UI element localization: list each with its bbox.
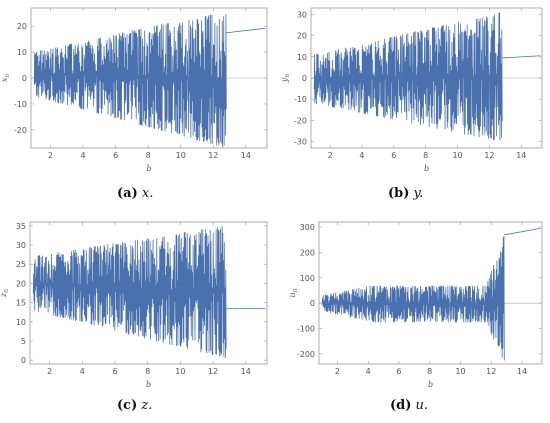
y-tick-label: -20 (294, 116, 307, 125)
x-tick-label: 4 (81, 151, 86, 160)
plot-frame (318, 221, 543, 365)
y-tick-label: 35 (16, 222, 26, 231)
y-tick-label: 5 (21, 337, 26, 346)
chart-y: 2 4 6 8 10 12 14 -30 -20 -10 0 10 20 30 b yn (280, 7, 543, 173)
chart-u: 2 4 6 8 10 12 14 -200 -100 0 100 200 300 b un (288, 221, 543, 389)
caption-a: (a) x. (117, 186, 153, 201)
series-chaotic (321, 235, 505, 361)
y-tick-label: 0 (22, 74, 27, 83)
y-tick-label: 30 (16, 241, 26, 250)
x-tick-label: 4 (80, 367, 85, 376)
y-tick-label: -30 (294, 138, 307, 147)
series-chaotic (313, 12, 503, 141)
y-tick-label: -200 (297, 350, 315, 359)
series-tail (502, 55, 541, 59)
y-tick-label: -20 (14, 126, 27, 135)
x-tick-label: 12 (486, 367, 496, 376)
x-tick-label: 10 (176, 151, 186, 160)
y-tick-label: 0 (302, 74, 307, 83)
x-tick-label: 12 (208, 367, 218, 376)
x-tick-label: 10 (455, 367, 465, 376)
y-tick-label: 10 (17, 48, 27, 57)
y-tick-label: 30 (297, 10, 307, 19)
y-axis-label-main: x (0, 77, 9, 82)
y-axis-label-main: z (0, 292, 8, 298)
y-tick-label: 20 (297, 32, 307, 41)
x-tick-label: 10 (452, 151, 462, 160)
x-tick-label: 14 (241, 151, 251, 160)
x-tick-label: 12 (208, 151, 218, 160)
y-tick-label: 20 (16, 279, 26, 288)
y-tick-label: 0 (310, 299, 315, 308)
x-tick-label: 4 (359, 151, 364, 160)
x-tick-label: 6 (391, 151, 396, 160)
y-tick-label: 300 (300, 223, 315, 232)
x-tick-label: 2 (335, 367, 340, 376)
y-axis-label: un (288, 288, 299, 297)
y-axis-label-sub: n (4, 74, 11, 78)
x-axis-label: b (146, 380, 151, 389)
y-axis-label-main: u (288, 292, 297, 297)
series-chaotic (33, 13, 227, 148)
x-tick-label: 8 (146, 151, 151, 160)
caption-variable: u. (415, 398, 429, 413)
x-tick-label: 4 (366, 367, 371, 376)
caption-letter: (b) (388, 186, 410, 201)
caption-d: (d) u. (390, 398, 428, 413)
caption-variable: y. (413, 186, 424, 201)
x-tick-label: 14 (516, 151, 526, 160)
chart-z: 2 4 6 8 10 12 14 0 5 10 15 20 25 30 35 b zn (0, 221, 268, 389)
y-tick-label: 25 (16, 260, 26, 269)
x-tick-label: 2 (48, 151, 53, 160)
y-axis-label-sub: n (3, 289, 10, 293)
x-tick-label: 8 (145, 367, 150, 376)
y-tick-label: 200 (300, 248, 315, 257)
x-tick-label: 8 (423, 151, 428, 160)
x-tick-label: 14 (241, 367, 251, 376)
y-axis-label-sub: n (292, 288, 299, 292)
caption-variable: z. (141, 398, 153, 413)
x-tick-label: 2 (47, 367, 52, 376)
y-axis-label: xn (0, 74, 11, 83)
caption-c: (c) z. (117, 398, 152, 413)
y-tick-label: 10 (16, 318, 26, 327)
x-tick-label: 8 (427, 367, 432, 376)
chart-x: 2 4 6 8 10 12 14 -20 -10 0 10 20 b xn (0, 7, 268, 173)
x-tick-label: 6 (396, 367, 401, 376)
x-tick-label: 6 (113, 151, 118, 160)
x-axis-label: b (428, 380, 433, 389)
x-tick-label: 10 (175, 367, 185, 376)
y-tick-label: 0 (21, 356, 26, 365)
y-tick-label: 10 (297, 53, 307, 62)
y-axis-label: zn (0, 289, 10, 298)
y-axis-label-sub: n (284, 74, 291, 78)
y-tick-label: -100 (297, 325, 315, 334)
caption-letter: (d) (390, 398, 412, 413)
y-tick-label: -10 (14, 100, 27, 109)
caption-letter: (a) (117, 186, 138, 201)
caption-b: (b) y. (388, 186, 423, 201)
x-tick-label: 14 (517, 367, 527, 376)
y-tick-label: 20 (17, 22, 27, 31)
y-axis-label-main: y (280, 77, 289, 83)
x-tick-label: 12 (484, 151, 494, 160)
x-tick-label: 2 (328, 151, 333, 160)
caption-letter: (c) (117, 398, 138, 413)
x-axis-label: b (146, 164, 151, 173)
x-axis-label: b (424, 164, 429, 173)
y-axis-label: yn (280, 74, 291, 84)
series-tail (226, 27, 266, 34)
y-tick-label: 15 (16, 299, 26, 308)
y-tick-label: -10 (294, 95, 307, 104)
y-tick-label: 100 (300, 274, 315, 283)
series-chaotic (32, 226, 227, 359)
x-tick-label: 6 (112, 367, 117, 376)
caption-variable: x. (141, 186, 154, 201)
series-tail (504, 227, 541, 236)
plot-frame (29, 221, 268, 365)
